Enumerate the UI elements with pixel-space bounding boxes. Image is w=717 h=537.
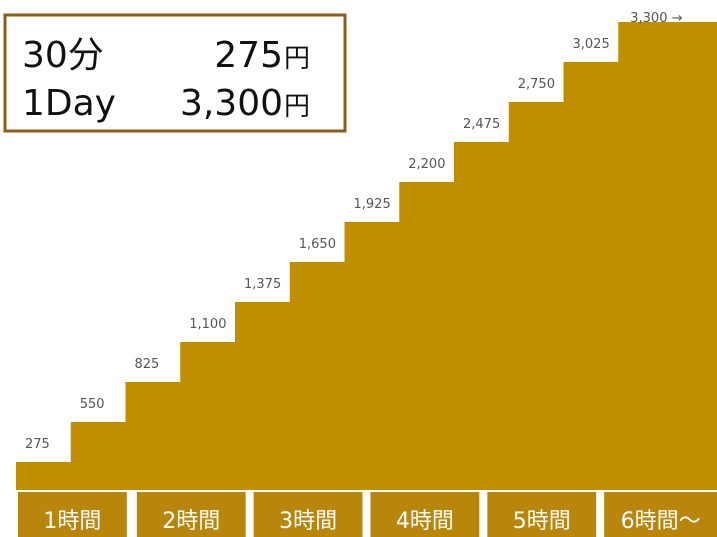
- fee-label: 1Day: [22, 83, 116, 124]
- step-bar: [454, 142, 510, 490]
- fee-price: 275: [214, 35, 283, 76]
- value-label: 1,650: [299, 237, 336, 252]
- period-label: 3時間: [279, 509, 337, 534]
- value-label: 3,300 →: [630, 11, 682, 26]
- value-label: 825: [135, 357, 160, 372]
- step-bar: [289, 262, 345, 490]
- value-label: 275: [25, 437, 50, 452]
- step-bar: [508, 102, 564, 490]
- period-label: 1時間: [43, 509, 101, 534]
- step-bar: [235, 302, 291, 490]
- period-box: [370, 492, 480, 537]
- fee-box: [3, 13, 347, 133]
- step-bar: [125, 382, 181, 490]
- fee-label: 30分: [22, 35, 104, 76]
- value-label: 2,200: [408, 157, 445, 172]
- period-label: 5時間: [513, 509, 571, 534]
- period-label: 4時間: [396, 509, 454, 534]
- fee-unit: 円: [284, 44, 310, 74]
- period-box: [253, 492, 363, 537]
- step-bar: [180, 342, 236, 490]
- period-label: 2時間: [162, 509, 220, 534]
- step-bar: [618, 22, 717, 490]
- step-bar: [399, 182, 455, 490]
- period-label: 6時間〜: [621, 509, 701, 534]
- value-label: 1,925: [354, 197, 391, 212]
- step-bar: [70, 422, 126, 490]
- value-label: 1,100: [189, 317, 226, 332]
- period-box: [18, 492, 127, 537]
- step-bar: [563, 62, 619, 490]
- step-bar: [16, 462, 72, 490]
- value-label: 550: [80, 397, 105, 412]
- value-label: 1,375: [244, 277, 281, 292]
- step-bar: [344, 222, 400, 490]
- value-label: 2,750: [518, 77, 555, 92]
- period-box: [487, 492, 597, 537]
- period-box: [136, 492, 246, 537]
- period-box: [604, 492, 717, 537]
- fee-unit: 円: [284, 92, 310, 122]
- value-label: 2,475: [463, 117, 500, 132]
- value-label: 3,025: [573, 37, 610, 52]
- fee-price: 3,300: [180, 83, 283, 124]
